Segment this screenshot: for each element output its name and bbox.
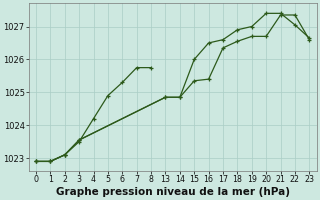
X-axis label: Graphe pression niveau de la mer (hPa): Graphe pression niveau de la mer (hPa) xyxy=(56,187,290,197)
